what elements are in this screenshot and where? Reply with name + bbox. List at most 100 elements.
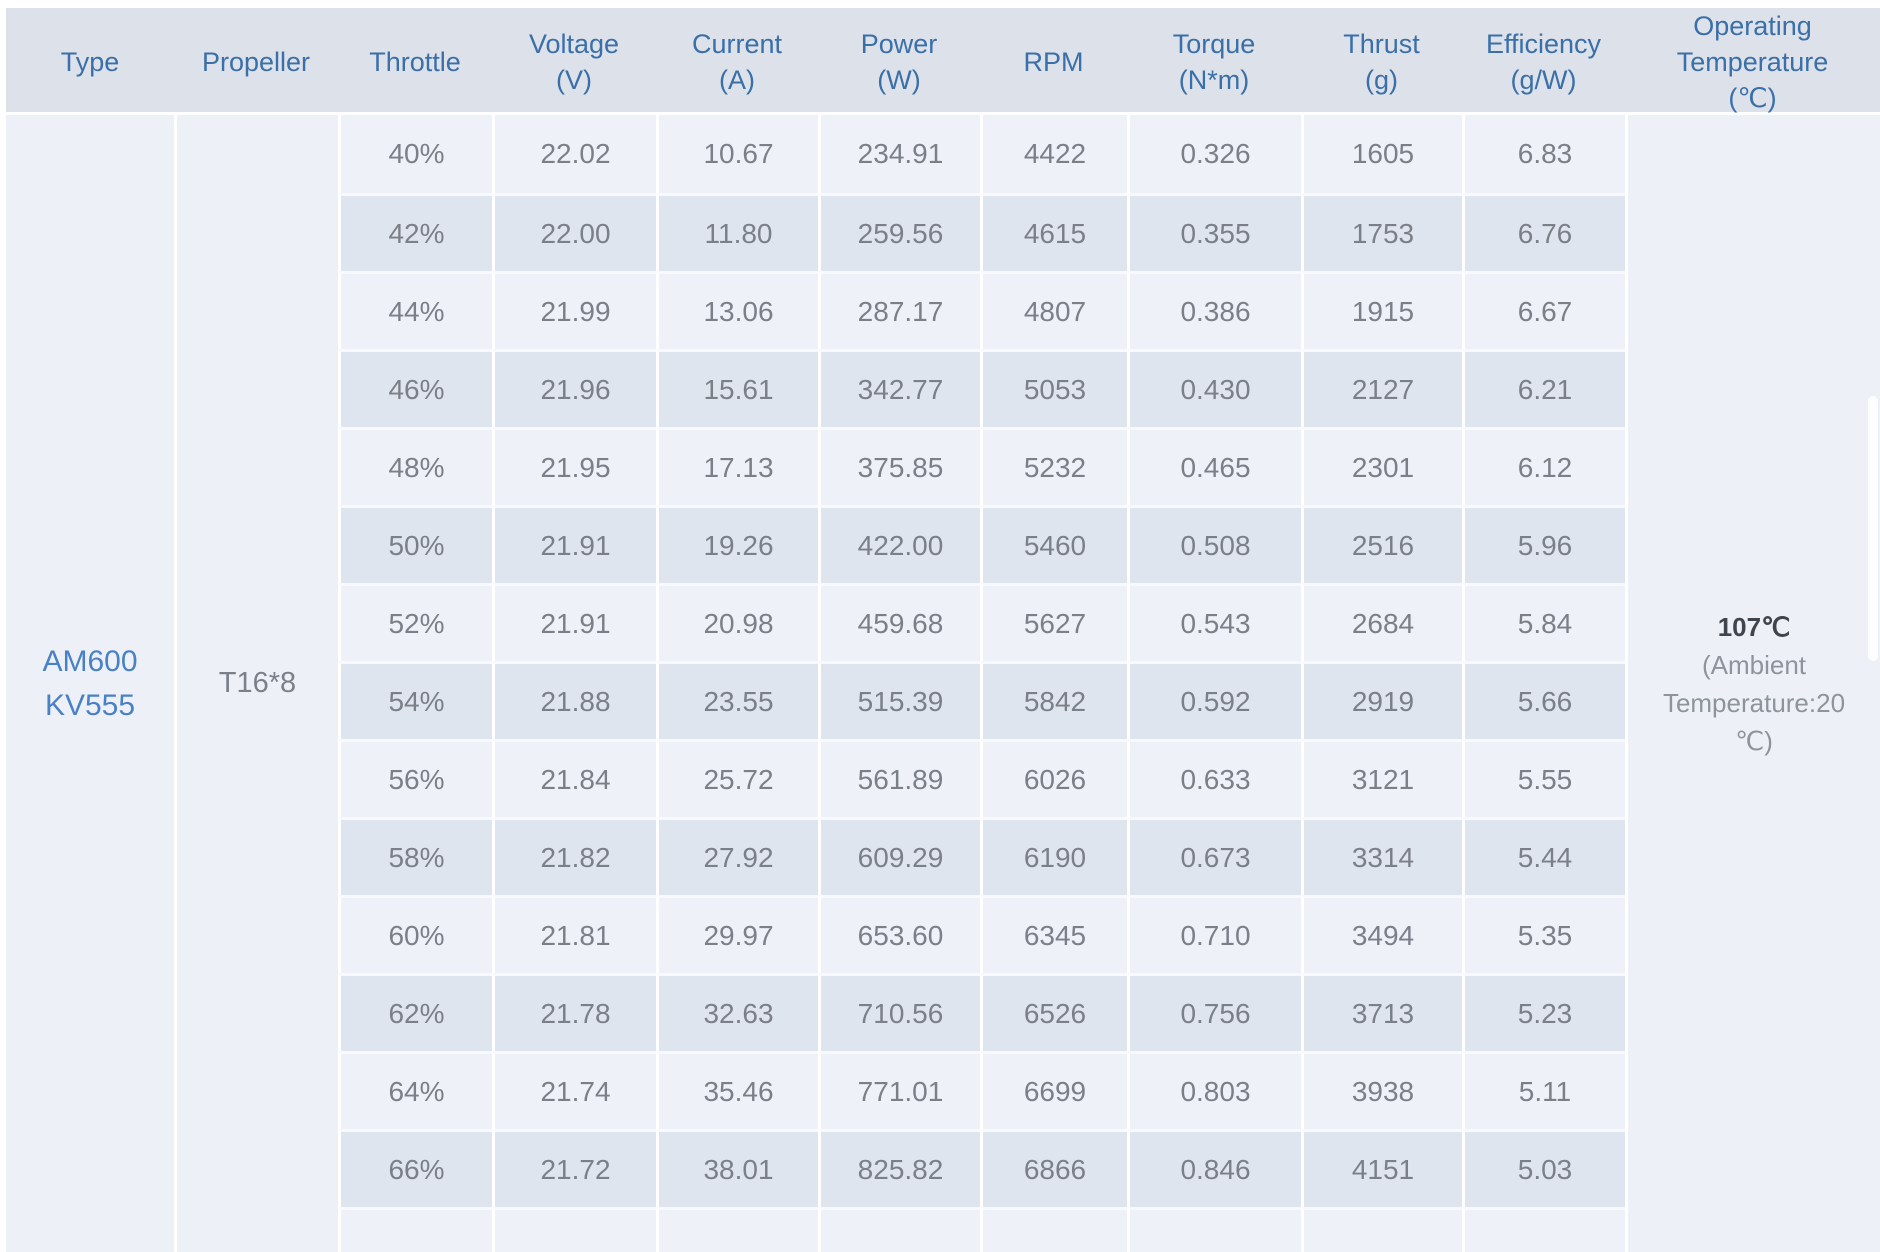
table-cell-partial	[338, 1207, 492, 1252]
table-cell: 32.63	[656, 973, 818, 1051]
table-cell: 6.76	[1462, 193, 1625, 271]
table-cell: 13.06	[656, 271, 818, 349]
table-cell: 6026	[980, 739, 1127, 817]
table-cell: 5.66	[1462, 661, 1625, 739]
table-cell: 4615	[980, 193, 1127, 271]
table-cell: 0.508	[1127, 505, 1301, 583]
table-cell: 342.77	[818, 349, 980, 427]
table-cell: 6699	[980, 1051, 1127, 1129]
table-cell: 60%	[338, 895, 492, 973]
table-cell: 50%	[338, 505, 492, 583]
table-cell: 21.84	[492, 739, 656, 817]
header-throttle: Throttle	[369, 47, 461, 77]
table-cell: 2919	[1301, 661, 1462, 739]
table-cell: 27.92	[656, 817, 818, 895]
scrollbar-thumb[interactable]	[1868, 396, 1878, 661]
table-cell-partial	[1462, 1207, 1625, 1252]
table-cell: 5053	[980, 349, 1127, 427]
header-power: Power (W)	[860, 29, 938, 95]
table-cell: 29.97	[656, 895, 818, 973]
table-cell: 21.96	[492, 349, 656, 427]
table-cell: 0.846	[1127, 1129, 1301, 1207]
table-cell: 3314	[1301, 817, 1462, 895]
table-cell: 6345	[980, 895, 1127, 973]
table-cell: 5627	[980, 583, 1127, 661]
propeller-cell: T16*8	[174, 115, 338, 1252]
table-cell: 259.56	[818, 193, 980, 271]
table-cell: 0.756	[1127, 973, 1301, 1051]
table-cell: 0.633	[1127, 739, 1301, 817]
header-voltage: Voltage (V)	[528, 29, 620, 95]
table-cell: 15.61	[656, 349, 818, 427]
table-cell: 0.710	[1127, 895, 1301, 973]
table-cell: 6526	[980, 973, 1127, 1051]
motor-data-table: Type Propeller Throttle Voltage (V) Curr…	[6, 8, 1880, 1252]
table-cell: 17.13	[656, 427, 818, 505]
header-operating-temperature: Operating Temperature (℃)	[1676, 11, 1829, 113]
table-cell: 20.98	[656, 583, 818, 661]
table-cell: 459.68	[818, 583, 980, 661]
table-cell: 2516	[1301, 505, 1462, 583]
table-cell: 21.72	[492, 1129, 656, 1207]
table-cell: 23.55	[656, 661, 818, 739]
header-torque: Torque (N*m)	[1172, 29, 1256, 95]
table-cell: 21.88	[492, 661, 656, 739]
table-cell: 0.592	[1127, 661, 1301, 739]
table-cell: 4422	[980, 115, 1127, 193]
table-cell: 653.60	[818, 895, 980, 973]
table-cell: 771.01	[818, 1051, 980, 1129]
table-cell: 5.03	[1462, 1129, 1625, 1207]
table-cell: 38.01	[656, 1129, 818, 1207]
table-cell: 19.26	[656, 505, 818, 583]
table-cell: 0.673	[1127, 817, 1301, 895]
table-cell-partial	[818, 1207, 980, 1252]
table-cell: 21.91	[492, 583, 656, 661]
table-cell: 5.35	[1462, 895, 1625, 973]
table-cell: 0.386	[1127, 271, 1301, 349]
table-header-row: Type Propeller Throttle Voltage (V) Curr…	[6, 8, 1880, 115]
table-cell: 0.430	[1127, 349, 1301, 427]
table-cell: 54%	[338, 661, 492, 739]
temperature-value: 107℃	[1717, 611, 1791, 642]
table-cell: 22.02	[492, 115, 656, 193]
table-cell: 1753	[1301, 193, 1462, 271]
table-cell: 4151	[1301, 1129, 1462, 1207]
table-cell: 2127	[1301, 349, 1462, 427]
table-cell: 5232	[980, 427, 1127, 505]
table-cell: 52%	[338, 583, 492, 661]
table-cell: 35.46	[656, 1051, 818, 1129]
header-type: Type	[60, 47, 120, 77]
table-cell: 58%	[338, 817, 492, 895]
table-cell: 21.99	[492, 271, 656, 349]
header-current: Current (A)	[691, 29, 783, 95]
table-cell: 3121	[1301, 739, 1462, 817]
table-cell: 21.82	[492, 817, 656, 895]
table-cell: 5460	[980, 505, 1127, 583]
table-cell: 375.85	[818, 427, 980, 505]
table-cell: 5.84	[1462, 583, 1625, 661]
table-cell: 5.23	[1462, 973, 1625, 1051]
table-cell: 25.72	[656, 739, 818, 817]
table-cell: 5842	[980, 661, 1127, 739]
table-cell: 6190	[980, 817, 1127, 895]
table-cell: 561.89	[818, 739, 980, 817]
table-cell: 3938	[1301, 1051, 1462, 1129]
table-cell: 287.17	[818, 271, 980, 349]
table-cell-partial	[1301, 1207, 1462, 1252]
table-cell: 42%	[338, 193, 492, 271]
table-cell: 825.82	[818, 1129, 980, 1207]
table-cell: 66%	[338, 1129, 492, 1207]
table-cell: 1915	[1301, 271, 1462, 349]
table-cell: 3713	[1301, 973, 1462, 1051]
table-cell: 6866	[980, 1129, 1127, 1207]
table-cell-partial	[656, 1207, 818, 1252]
table-cell: 422.00	[818, 505, 980, 583]
header-rpm: RPM	[1023, 47, 1084, 77]
temperature-note: (Ambient Temperature:20 ℃)	[1662, 649, 1846, 756]
table-cell: 48%	[338, 427, 492, 505]
table-cell: 609.29	[818, 817, 980, 895]
table-cell: 5.11	[1462, 1051, 1625, 1129]
table-cell: 64%	[338, 1051, 492, 1129]
header-efficiency: Efficiency (g/W)	[1485, 29, 1602, 95]
table-cell: 0.543	[1127, 583, 1301, 661]
